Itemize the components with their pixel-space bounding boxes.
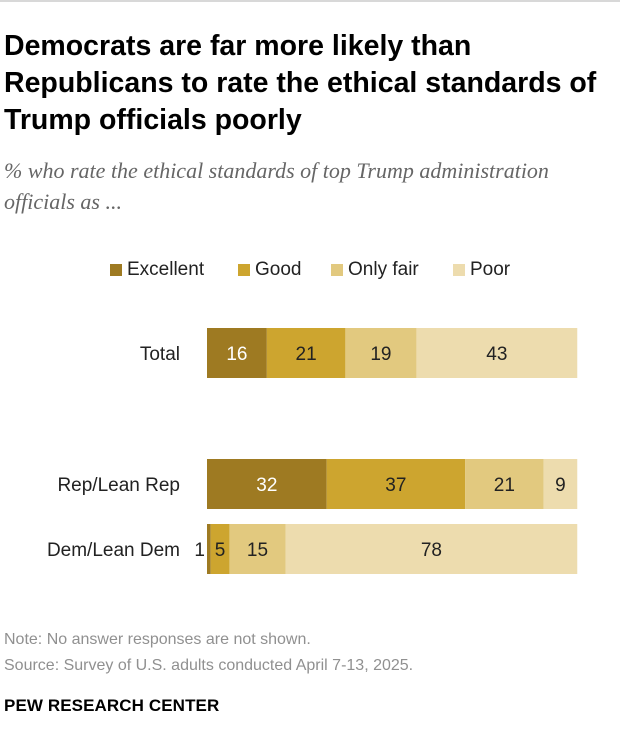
legend-swatch-only-fair (331, 264, 343, 276)
bar-segment-rep-lean-rep-only-fair (465, 459, 544, 509)
data-label-dem-lean-dem-good: 5 (215, 540, 226, 561)
bar-segment-dem-lean-dem-only-fair (229, 524, 286, 574)
bar-segment-dem-lean-dem-excellent (207, 524, 211, 574)
bar-row-rep-lean-rep: Rep/Lean Rep 32 37 21 9 (57, 459, 578, 509)
bar-row-dem-lean-dem: Dem/Lean Dem 1 5 15 78 (47, 524, 578, 574)
data-label-total-only-fair: 19 (370, 344, 391, 365)
data-label-total-poor: 43 (486, 344, 507, 365)
legend-swatch-good (238, 264, 250, 276)
legend-swatch-excellent (110, 264, 122, 276)
bar-segment-rep-lean-rep-poor (543, 459, 578, 509)
chart-subtitle: % who rate the ethical standards of top … (4, 158, 549, 214)
category-label-dem-lean-dem: Dem/Lean Dem (47, 540, 180, 561)
legend-label-only-fair: Only fair (348, 259, 419, 280)
bar-segment-dem-lean-dem-poor (285, 524, 578, 574)
legend-label-good: Good (255, 259, 302, 280)
data-label-total-good: 21 (296, 344, 317, 365)
data-label-dem-lean-dem-excellent: 1 (194, 540, 205, 561)
bar-segment-rep-lean-rep-good (326, 459, 466, 509)
bar-row-total: Total 16 21 19 43 (140, 328, 578, 378)
data-label-rep-lean-rep-poor: 9 (555, 475, 566, 496)
pew-footer: PEW RESEARCH CENTER (4, 696, 220, 715)
category-label-total: Total (140, 344, 180, 365)
chart-note: Note: No answer responses are not shown. (4, 631, 311, 648)
bar-segment-rep-lean-rep-excellent (207, 459, 327, 509)
bar-segment-total-good (266, 328, 346, 378)
data-label-dem-lean-dem-poor: 78 (421, 540, 442, 561)
top-rule (0, 0, 620, 2)
chart-title: Democrats are far more likely than Repub… (4, 30, 597, 136)
legend-label-excellent: Excellent (127, 259, 205, 280)
data-label-rep-lean-rep-excellent: 32 (256, 475, 277, 496)
data-label-dem-lean-dem-only-fair: 15 (247, 540, 268, 561)
chart-source: Source: Survey of U.S. adults conducted … (4, 657, 414, 674)
category-label-rep-lean-rep: Rep/Lean Rep (57, 475, 180, 496)
bar-segment-dem-lean-dem-good (210, 524, 230, 574)
bar-segment-total-excellent (207, 328, 267, 378)
data-label-total-excellent: 16 (226, 344, 247, 365)
legend-label-poor: Poor (470, 259, 511, 280)
data-label-rep-lean-rep-good: 37 (385, 475, 406, 496)
data-label-rep-lean-rep-only-fair: 21 (494, 475, 515, 496)
bar-segment-total-poor (416, 328, 578, 378)
legend-swatch-poor (453, 264, 465, 276)
bar-segment-total-only-fair (345, 328, 417, 378)
